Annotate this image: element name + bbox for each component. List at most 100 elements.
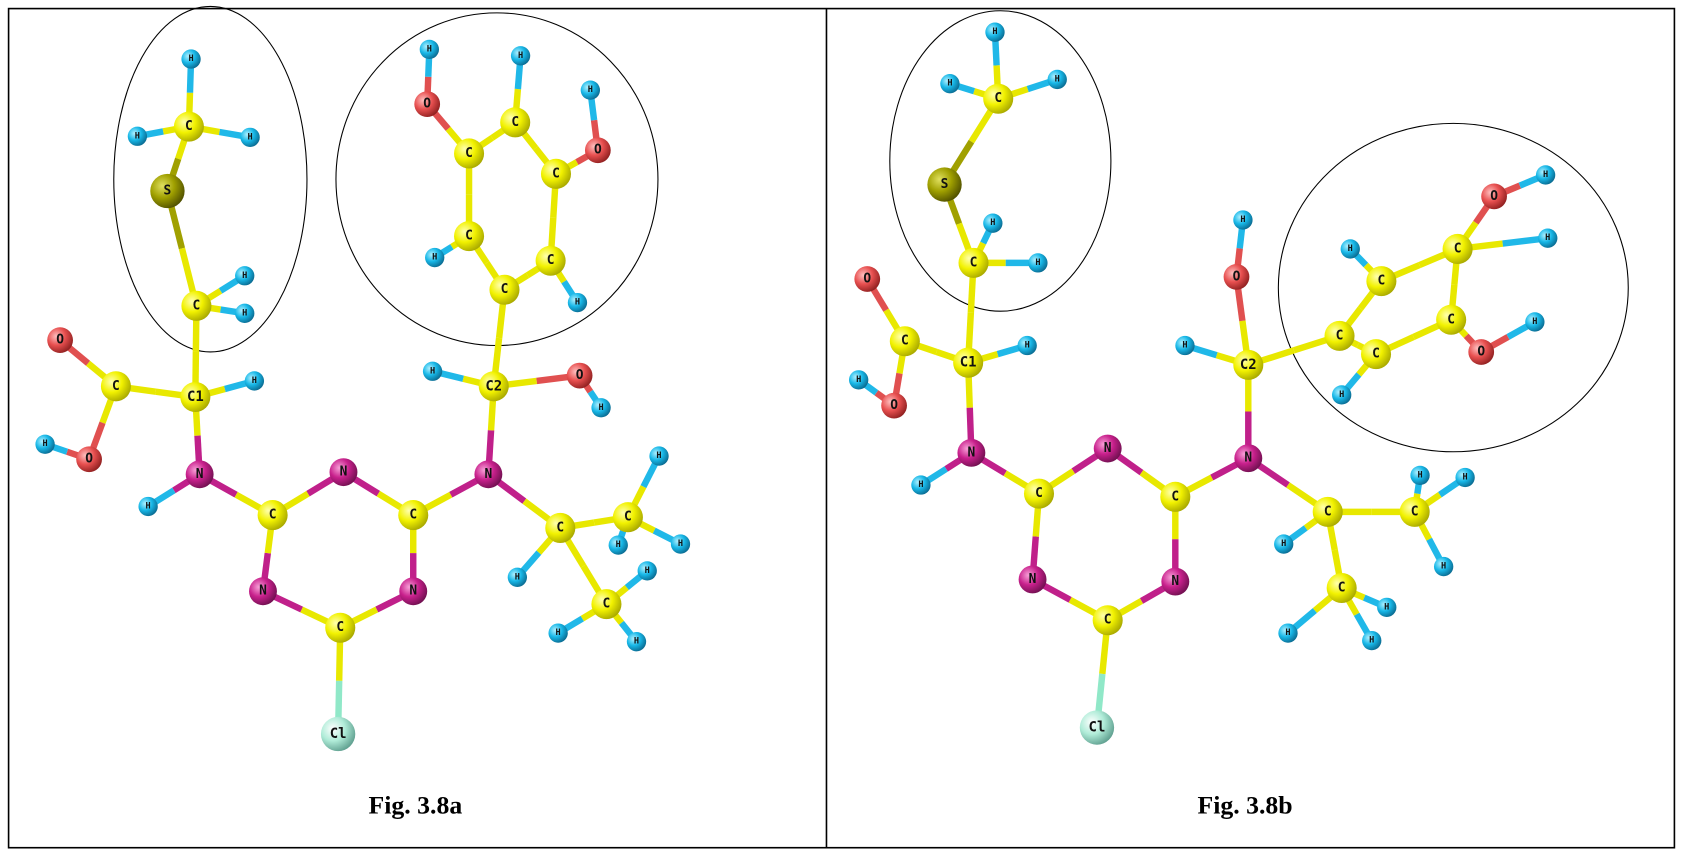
- atom-label: C: [112, 379, 120, 394]
- atom-label: H: [1281, 539, 1286, 549]
- atom-label: H: [1417, 470, 1422, 480]
- atom-label: H: [1369, 636, 1374, 646]
- atom-label: N: [196, 467, 204, 482]
- atom-label: C1: [187, 389, 204, 405]
- atom-label: C: [1372, 347, 1380, 362]
- atom-label: C: [1171, 489, 1179, 504]
- atom-label: O: [1233, 269, 1241, 284]
- atom-label: H: [430, 366, 435, 376]
- atom-label: C: [465, 146, 473, 161]
- atom-label: H: [1285, 628, 1290, 638]
- atom-label: N: [1244, 451, 1252, 466]
- atom-label: H: [678, 539, 683, 549]
- atom-label: O: [576, 368, 584, 383]
- atom-label: H: [1025, 341, 1030, 351]
- atom-label: H: [992, 27, 997, 37]
- atoms: H C H H S C H H C1 H C O O H N H C N C N C N Cl N C2 H O H C C H C H C O H C…: [35, 23, 1557, 752]
- atom-label: C: [501, 282, 509, 297]
- atom-label: H: [242, 271, 247, 281]
- atom-label: C: [1454, 241, 1462, 256]
- atom-label: S: [164, 184, 172, 199]
- atom-label: C1: [960, 355, 977, 371]
- atom-label: C: [970, 255, 978, 270]
- atom-label: H: [556, 628, 561, 638]
- caption: Fig. 3.8b: [1197, 790, 1292, 819]
- atom-label: C: [1324, 504, 1332, 519]
- atom-label: C: [193, 298, 201, 313]
- bonds: [45, 32, 1548, 734]
- atom-label: N: [259, 584, 267, 599]
- atom-label: H: [588, 85, 593, 95]
- atom-label: H: [242, 308, 247, 318]
- atom-label: H: [42, 439, 47, 449]
- atom-label: H: [616, 540, 621, 550]
- atom-label: N: [484, 467, 492, 482]
- atom-label: C2: [1240, 357, 1257, 373]
- atom-label: O: [85, 452, 93, 467]
- atom-label: C: [185, 119, 193, 134]
- atom-label: C2: [485, 378, 502, 394]
- atom-label: C: [1411, 504, 1419, 519]
- atom-label: N: [1171, 574, 1179, 589]
- atom-label: S: [941, 177, 949, 192]
- atom-label: C: [1447, 312, 1455, 327]
- atom-label: C: [465, 229, 473, 244]
- atom-label: H: [575, 298, 580, 308]
- atom-label: H: [1348, 244, 1353, 254]
- atom-label: H: [645, 566, 650, 576]
- atom-label: O: [890, 398, 898, 413]
- atom-label: H: [1441, 562, 1446, 572]
- atom-label: H: [990, 218, 995, 228]
- atom-label: C: [552, 166, 560, 181]
- atom-label: H: [1384, 602, 1389, 612]
- atom-label: O: [594, 143, 602, 158]
- atom-label: H: [1035, 258, 1040, 268]
- atom-label: H: [432, 253, 437, 263]
- atom-label: O: [1490, 189, 1498, 204]
- atom-label: H: [1545, 233, 1550, 243]
- atom-label: H: [1182, 341, 1187, 351]
- atom-label: H: [248, 132, 253, 142]
- atom-label: C: [624, 510, 632, 525]
- atom-label: C: [1338, 581, 1346, 596]
- atom-label: C: [547, 253, 555, 268]
- atom-label: C: [994, 91, 1002, 106]
- atom-label: C: [1035, 486, 1043, 501]
- atom-label: H: [1240, 215, 1245, 225]
- atom-label: N: [967, 445, 975, 460]
- atom-label: H: [634, 637, 639, 647]
- atom-label: N: [1029, 572, 1037, 587]
- atom-label: C: [511, 115, 519, 130]
- atom-label: H: [1543, 170, 1548, 180]
- atom-label: N: [1104, 441, 1112, 456]
- atom-label: C: [1104, 613, 1112, 628]
- atom-label: C: [1336, 328, 1344, 343]
- atom-label: H: [252, 376, 257, 386]
- atom-label: H: [146, 501, 151, 511]
- atom-label: H: [918, 480, 923, 490]
- atom-label: C: [603, 597, 611, 612]
- atom-label: O: [56, 333, 64, 348]
- atom-label: H: [135, 131, 140, 141]
- atom-label: Cl: [1089, 720, 1106, 736]
- atom-label: H: [856, 375, 861, 385]
- atom-label: H: [656, 451, 661, 461]
- atom-label: O: [423, 97, 431, 112]
- atom-label: H: [1339, 390, 1344, 400]
- atom-label: C: [1378, 274, 1386, 289]
- page: H C H H S C H H C1 H C O O H N H C N C N C N Cl N C2 H O H C C H C H C O H C…: [0, 0, 1683, 852]
- atom-label: H: [1055, 74, 1060, 84]
- atom-label: H: [427, 44, 432, 54]
- caption: Fig. 3.8a: [369, 790, 463, 819]
- atom-label: H: [515, 572, 520, 582]
- atom-label: N: [340, 465, 348, 480]
- figure: H C H H S C H H C1 H C O O H N H C N C N C N Cl N C2 H O H C C H C H C O H C…: [0, 0, 1683, 852]
- atom-label: H: [1532, 317, 1537, 327]
- atom-label: N: [409, 584, 417, 599]
- atom-label: C: [269, 508, 277, 523]
- atom-label: C: [336, 620, 344, 635]
- atom-label: C: [556, 520, 564, 535]
- atom-label: H: [947, 79, 952, 89]
- atom-label: Cl: [330, 726, 347, 742]
- atom-label: O: [863, 271, 871, 286]
